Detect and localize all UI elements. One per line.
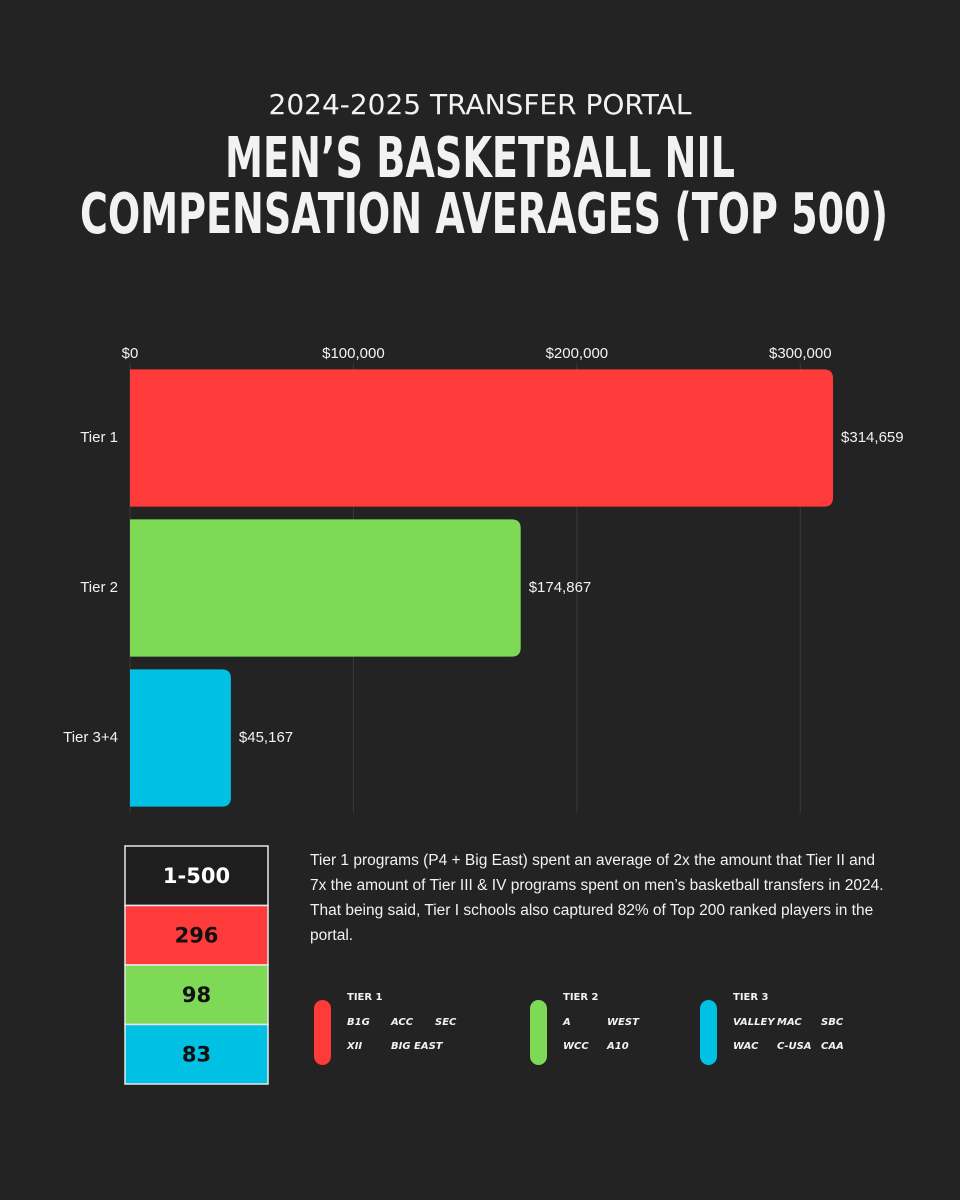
- kicker: 2024-2025 TRANSFER PORTAL: [269, 88, 692, 121]
- conference-logo: ACC: [390, 1017, 414, 1028]
- conference-logo: BIG EAST: [391, 1041, 444, 1052]
- conference-logo: CAA: [821, 1041, 844, 1052]
- y-tick-label: Tier 1: [80, 429, 118, 446]
- conference-logo: WCC: [563, 1041, 589, 1052]
- conference-logo: A10: [606, 1041, 629, 1052]
- value-label: $45,167: [239, 729, 293, 746]
- conference-logo: B1G: [347, 1017, 370, 1028]
- conference-logo: XII: [346, 1041, 362, 1052]
- conference-logo: MAC: [777, 1017, 802, 1028]
- conference-logo: WEST: [607, 1017, 640, 1028]
- bar: [130, 519, 521, 657]
- conference-logo: C-USA: [777, 1041, 812, 1052]
- x-tick-label: $100,000: [322, 345, 385, 362]
- y-tick-label: Tier 2: [80, 579, 118, 596]
- x-tick-label: $0: [122, 345, 139, 362]
- legend-label: TIER 2: [563, 992, 599, 1003]
- legend-pill: [700, 1000, 717, 1065]
- table-cell: [124, 1023, 269, 1085]
- legend-pill: [314, 1000, 331, 1065]
- conference-logo: VALLEY: [733, 1017, 776, 1028]
- conference-logo: WAC: [733, 1041, 759, 1052]
- table-label: 1-500: [163, 864, 230, 888]
- description: Tier 1 programs (P4 + Big East) spent an…: [310, 852, 884, 944]
- value-label: $174,867: [529, 579, 592, 596]
- y-tick-label: Tier 3+4: [63, 729, 118, 746]
- table-cell: [124, 964, 269, 1026]
- legend-pill: [530, 1000, 547, 1065]
- table-label: 83: [182, 1042, 211, 1066]
- table-label: 98: [182, 983, 211, 1007]
- value-label: $314,659: [841, 429, 904, 446]
- legend-label: TIER 1: [347, 992, 383, 1003]
- title-line: MEN’S BASKETBALL NIL: [225, 126, 735, 191]
- conference-logo: SBC: [821, 1017, 844, 1028]
- x-tick-label: $200,000: [546, 345, 609, 362]
- conference-logo: A: [562, 1017, 571, 1028]
- table-cell: [124, 904, 269, 966]
- bar: [130, 369, 834, 507]
- title-line: COMPENSATION AVERAGES (TOP 500): [80, 182, 888, 247]
- x-tick-label: $300,000: [769, 345, 832, 362]
- conference-logo: SEC: [435, 1017, 457, 1028]
- bar: [130, 669, 231, 807]
- table-label: 296: [175, 923, 219, 947]
- legend-label: TIER 3: [733, 992, 769, 1003]
